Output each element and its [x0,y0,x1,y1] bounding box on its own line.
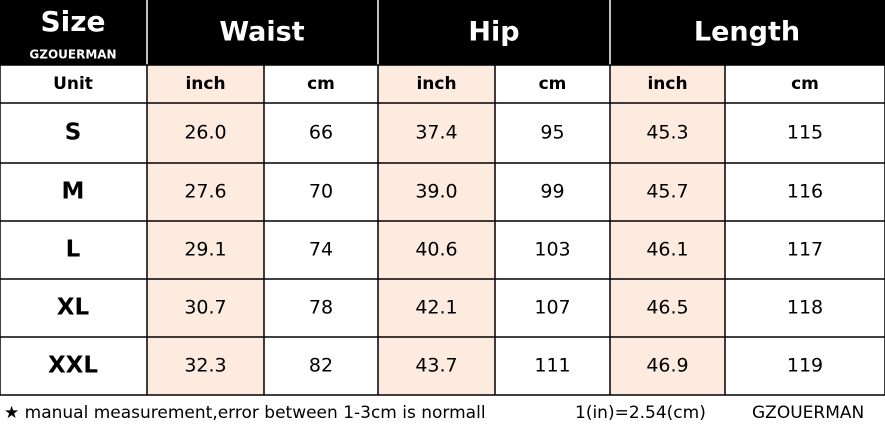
group-header: Length [694,17,800,48]
measure-cell: 82 [309,355,333,377]
size-cell: L [66,237,81,263]
measure-cell: 78 [309,297,333,319]
measure-cell: 43.7 [415,355,457,377]
measure-cell: 99 [540,181,564,203]
size-cell: S [65,120,82,146]
measure-cell: 45.7 [646,181,688,203]
measure-cell: 46.5 [646,297,688,319]
measure-cell: 95 [540,122,564,144]
measure-cell: 70 [309,181,333,203]
unit-cell: inch [185,74,225,94]
measure-cell: 46.1 [646,239,688,261]
inch-column-tint [610,65,725,395]
footer-conversion: 1(in)=2.54(cm) [575,403,706,423]
measure-cell: 111 [534,355,570,377]
measure-cell: 66 [309,122,333,144]
measure-cell: 118 [787,297,823,319]
measure-cell: 29.1 [184,239,226,261]
measure-cell: 40.6 [415,239,457,261]
header-title: Size [40,5,105,38]
group-header: Hip [468,17,519,48]
group-header: Waist [219,17,304,48]
footer-note: ★ manual measurement,error between 1-3cm… [4,403,486,423]
measure-cell: 32.3 [184,355,226,377]
measure-cell: 74 [309,239,333,261]
measure-cell: 116 [787,181,823,203]
measure-cell: 119 [787,355,823,377]
measure-cell: 46.9 [646,355,688,377]
table-body: Unit inch cm inch cm inch cm S 26.0 66 37.4 95 45.3 1… [0,64,885,396]
measure-cell: 27.6 [184,181,226,203]
unit-cell: cm [791,74,819,94]
inch-column-tint [147,65,264,395]
unit-cell: inch [647,74,687,94]
measure-cell: 30.7 [184,297,226,319]
inch-column-tint [378,65,495,395]
unit-cell: inch [416,74,456,94]
size-cell: XXL [48,353,98,379]
unit-cell: cm [307,74,335,94]
measure-cell: 42.1 [415,297,457,319]
measure-cell: 37.4 [415,122,457,144]
header-brand: GZOUERMAN [29,48,116,62]
measure-cell: 45.3 [646,122,688,144]
unit-cell: Unit [53,74,93,94]
measure-cell: 117 [787,239,823,261]
measure-cell: 103 [534,239,570,261]
measure-cell: 115 [787,122,823,144]
size-cell: XL [57,295,90,321]
size-cell: M [62,179,85,205]
measure-cell: 26.0 [184,122,226,144]
measure-cell: 107 [534,297,570,319]
footer-brand: GZOUERMAN [752,403,864,423]
unit-cell: cm [539,74,567,94]
measure-cell: 39.0 [415,181,457,203]
